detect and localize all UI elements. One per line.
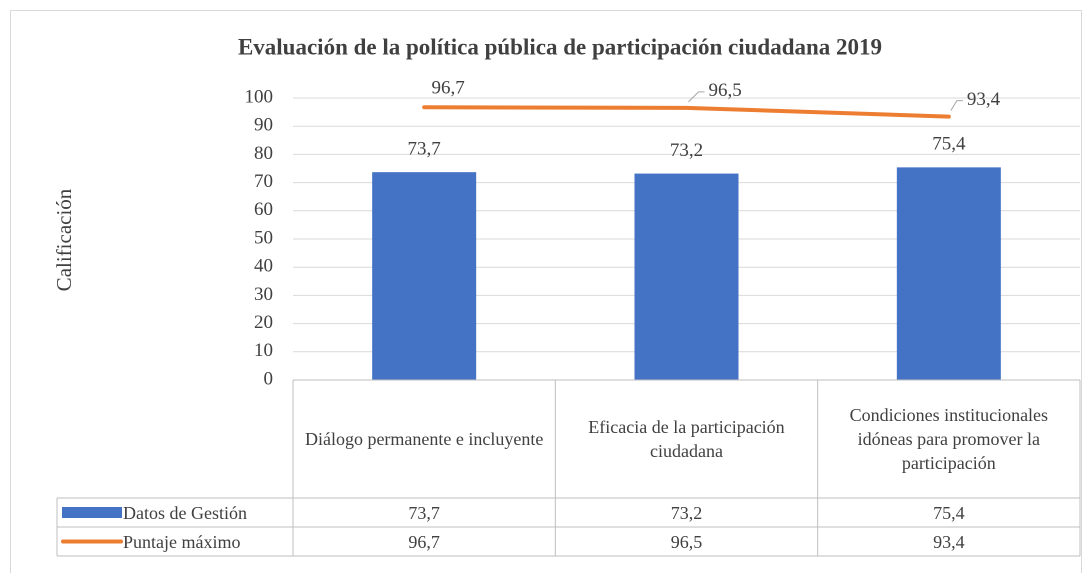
data-label: 96,5 <box>709 80 742 101</box>
y-tick-label: 100 <box>245 86 274 107</box>
y-tick-label: 40 <box>254 256 273 277</box>
legend-label: Puntaje máximo <box>123 531 241 552</box>
table-value: 96,5 <box>670 531 703 552</box>
bar <box>634 173 739 380</box>
data-label: 73,2 <box>670 140 703 161</box>
data-label: 96,7 <box>432 78 465 99</box>
legend-key <box>62 507 122 518</box>
data-label: 73,7 <box>408 139 441 160</box>
y-axis-title: Calificación <box>52 188 76 291</box>
chart-border <box>10 10 1082 573</box>
y-tick-label: 90 <box>254 115 273 136</box>
bar <box>372 172 477 380</box>
data-label: 93,4 <box>967 89 1001 110</box>
x-tick-label: Diálogo permanente e incluyente <box>304 429 544 449</box>
y-tick-label: 60 <box>254 199 273 220</box>
y-tick-label: 0 <box>264 368 274 389</box>
y-tick-label: 70 <box>254 171 273 192</box>
leader-line <box>950 100 963 111</box>
y-tick-label: 20 <box>254 312 273 333</box>
y-tick-label: 80 <box>254 143 273 164</box>
y-tick-label: 10 <box>254 340 273 361</box>
legend-label: Datos de Gestión <box>123 502 247 523</box>
table-value: 73,2 <box>670 502 703 523</box>
x-tick-label: Condiciones institucionales idóneas para… <box>849 405 1049 473</box>
x-tick-label: Eficacia de la participación ciudadana <box>588 417 785 461</box>
table-value: 96,7 <box>408 531 440 552</box>
bar <box>896 167 1001 380</box>
line <box>422 105 951 119</box>
data-label: 75,4 <box>932 134 966 155</box>
table-value: 93,4 <box>933 531 965 552</box>
y-tick-label: 50 <box>254 227 273 248</box>
leader-line <box>688 91 705 103</box>
y-tick-label: 30 <box>254 284 273 305</box>
chart-title: Evaluación de la política pública de par… <box>238 34 882 59</box>
table-value: 73,7 <box>408 502 440 523</box>
table-value: 75,4 <box>933 502 965 523</box>
